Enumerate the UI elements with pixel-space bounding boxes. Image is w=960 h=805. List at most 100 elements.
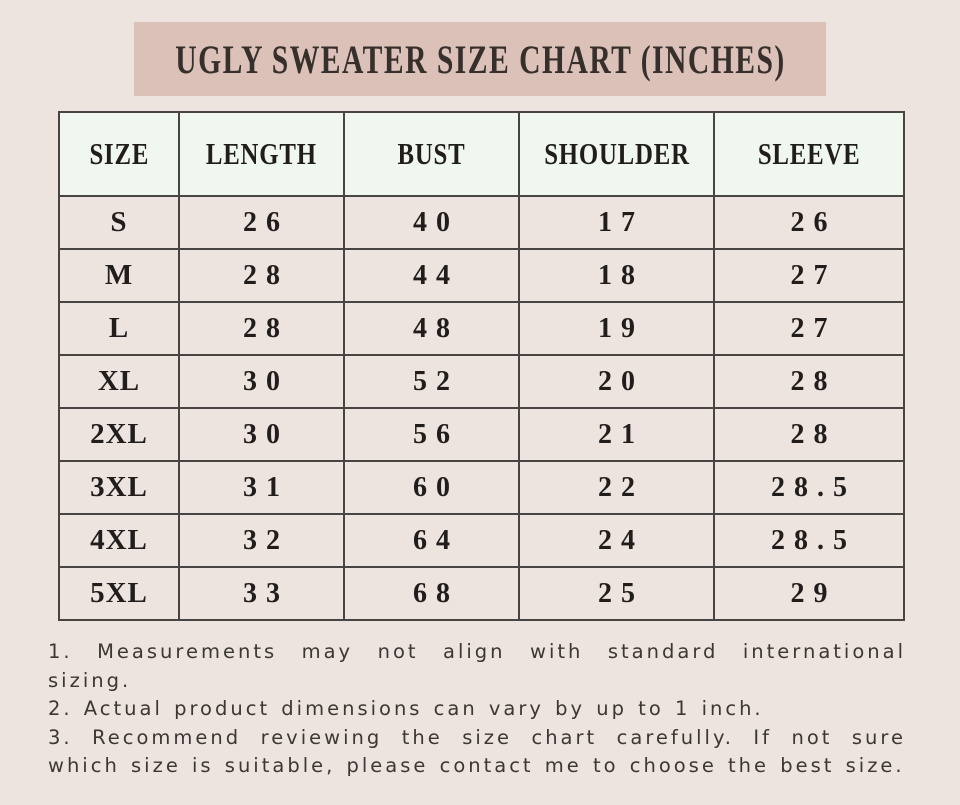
length-cell: 26	[178, 195, 345, 250]
shoulder-cell: 24	[518, 513, 715, 568]
size-chart-table: SIZE LENGTH BUST SHOULDER SLEEVE S 26 40…	[58, 111, 905, 621]
size-cell: XL	[58, 354, 180, 409]
size-cell: 5XL	[58, 566, 180, 621]
size-value: 3XL	[90, 471, 148, 503]
page-title: UGLY SWEATER SIZE CHART (INCHES)	[174, 36, 786, 82]
sleeve-value: 27	[790, 312, 837, 344]
size-cell: 4XL	[58, 513, 180, 568]
bust-cell: 44	[343, 248, 520, 303]
bust-value: 52	[413, 365, 459, 397]
table-row-4xl: 4XL 32 64 24 28.5	[58, 513, 905, 568]
shoulder-cell: 25	[518, 566, 715, 621]
length-cell: 30	[178, 407, 345, 462]
length-value: 30	[243, 418, 289, 450]
size-value: 5XL	[90, 577, 148, 609]
length-value: 30	[243, 365, 289, 397]
sleeve-cell: 28	[713, 354, 905, 409]
size-cell: 3XL	[58, 460, 180, 515]
shoulder-value: 21	[598, 418, 644, 450]
shoulder-value: 19	[598, 312, 644, 344]
bust-cell: 40	[343, 195, 520, 250]
note-item-3: 3. Recommend reviewing the size chart ca…	[48, 725, 906, 778]
note-item-1: 1. Measurements may not align with stand…	[48, 640, 906, 692]
sleeve-value: 28.5	[771, 471, 856, 503]
bust-cell: 56	[343, 407, 520, 462]
size-cell: L	[58, 301, 180, 356]
size-value: XL	[97, 365, 141, 397]
table-row-xl: XL 30 52 20 28	[58, 354, 905, 409]
column-header-label: SIZE	[89, 136, 149, 171]
bust-cell: 64	[343, 513, 520, 568]
length-value: 28	[243, 259, 289, 291]
size-value: 4XL	[90, 524, 148, 556]
bust-value: 60	[413, 471, 459, 503]
size-cell: S	[58, 195, 180, 250]
sleeve-cell: 26	[713, 195, 905, 250]
column-header-shoulder: SHOULDER	[518, 111, 715, 197]
sleeve-value: 28	[790, 365, 837, 397]
size-value: L	[108, 312, 130, 344]
size-value: S	[110, 206, 128, 238]
sleeve-cell: 27	[713, 301, 905, 356]
shoulder-cell: 22	[518, 460, 715, 515]
shoulder-value: 22	[598, 471, 644, 503]
bust-value: 56	[413, 418, 459, 450]
length-cell: 32	[178, 513, 345, 568]
column-header-size: SIZE	[58, 111, 180, 197]
bust-value: 64	[413, 524, 459, 556]
sleeve-value: 29	[790, 577, 837, 609]
table-row-m: M 28 44 18 27	[58, 248, 905, 303]
column-header-label: LENGTH	[206, 136, 317, 171]
column-header-label: SHOULDER	[543, 136, 690, 171]
sleeve-cell: 28.5	[713, 460, 905, 515]
bust-value: 40	[413, 206, 459, 238]
length-cell: 28	[178, 248, 345, 303]
shoulder-cell: 18	[518, 248, 715, 303]
column-header-sleeve: SLEEVE	[713, 111, 905, 197]
table-row-l: L 28 48 19 27	[58, 301, 905, 356]
size-value: M	[104, 259, 134, 291]
length-cell: 31	[178, 460, 345, 515]
sleeve-cell: 28.5	[713, 513, 905, 568]
size-cell: M	[58, 248, 180, 303]
shoulder-value: 24	[598, 524, 644, 556]
size-cell: 2XL	[58, 407, 180, 462]
shoulder-cell: 19	[518, 301, 715, 356]
bust-value: 44	[413, 259, 459, 291]
shoulder-value: 17	[598, 206, 644, 238]
column-header-bust: BUST	[343, 111, 520, 197]
bust-value: 48	[413, 312, 459, 344]
sleeve-cell: 29	[713, 566, 905, 621]
sleeve-value: 27	[790, 259, 837, 291]
sleeve-value: 28	[790, 418, 837, 450]
header-row: SIZE LENGTH BUST SHOULDER SLEEVE	[58, 111, 905, 197]
length-value: 26	[243, 206, 289, 238]
bust-value: 68	[413, 577, 459, 609]
sleeve-cell: 27	[713, 248, 905, 303]
length-value: 28	[243, 312, 289, 344]
bust-cell: 48	[343, 301, 520, 356]
shoulder-cell: 21	[518, 407, 715, 462]
column-header-label: BUST	[397, 136, 466, 171]
shoulder-value: 18	[598, 259, 644, 291]
length-cell: 28	[178, 301, 345, 356]
notes-section: 1. Measurements may not align with stand…	[48, 638, 906, 781]
sleeve-value: 26	[790, 206, 837, 238]
bust-cell: 52	[343, 354, 520, 409]
bust-cell: 68	[343, 566, 520, 621]
shoulder-cell: 20	[518, 354, 715, 409]
column-header-label: SLEEVE	[757, 136, 861, 171]
size-value: 2XL	[90, 418, 148, 450]
length-value: 32	[243, 524, 289, 556]
note-item-2: 2. Actual product dimensions can vary by…	[48, 697, 764, 720]
shoulder-value: 25	[598, 577, 644, 609]
table-row-3xl: 3XL 31 60 22 28.5	[58, 460, 905, 515]
shoulder-cell: 17	[518, 195, 715, 250]
table-row-2xl: 2XL 30 56 21 28	[58, 407, 905, 462]
length-cell: 33	[178, 566, 345, 621]
sleeve-value: 28.5	[771, 524, 856, 556]
table-row-5xl: 5XL 33 68 25 29	[58, 566, 905, 621]
shoulder-value: 20	[598, 365, 644, 397]
title-banner: UGLY SWEATER SIZE CHART (INCHES)	[134, 22, 826, 96]
length-value: 33	[243, 577, 289, 609]
